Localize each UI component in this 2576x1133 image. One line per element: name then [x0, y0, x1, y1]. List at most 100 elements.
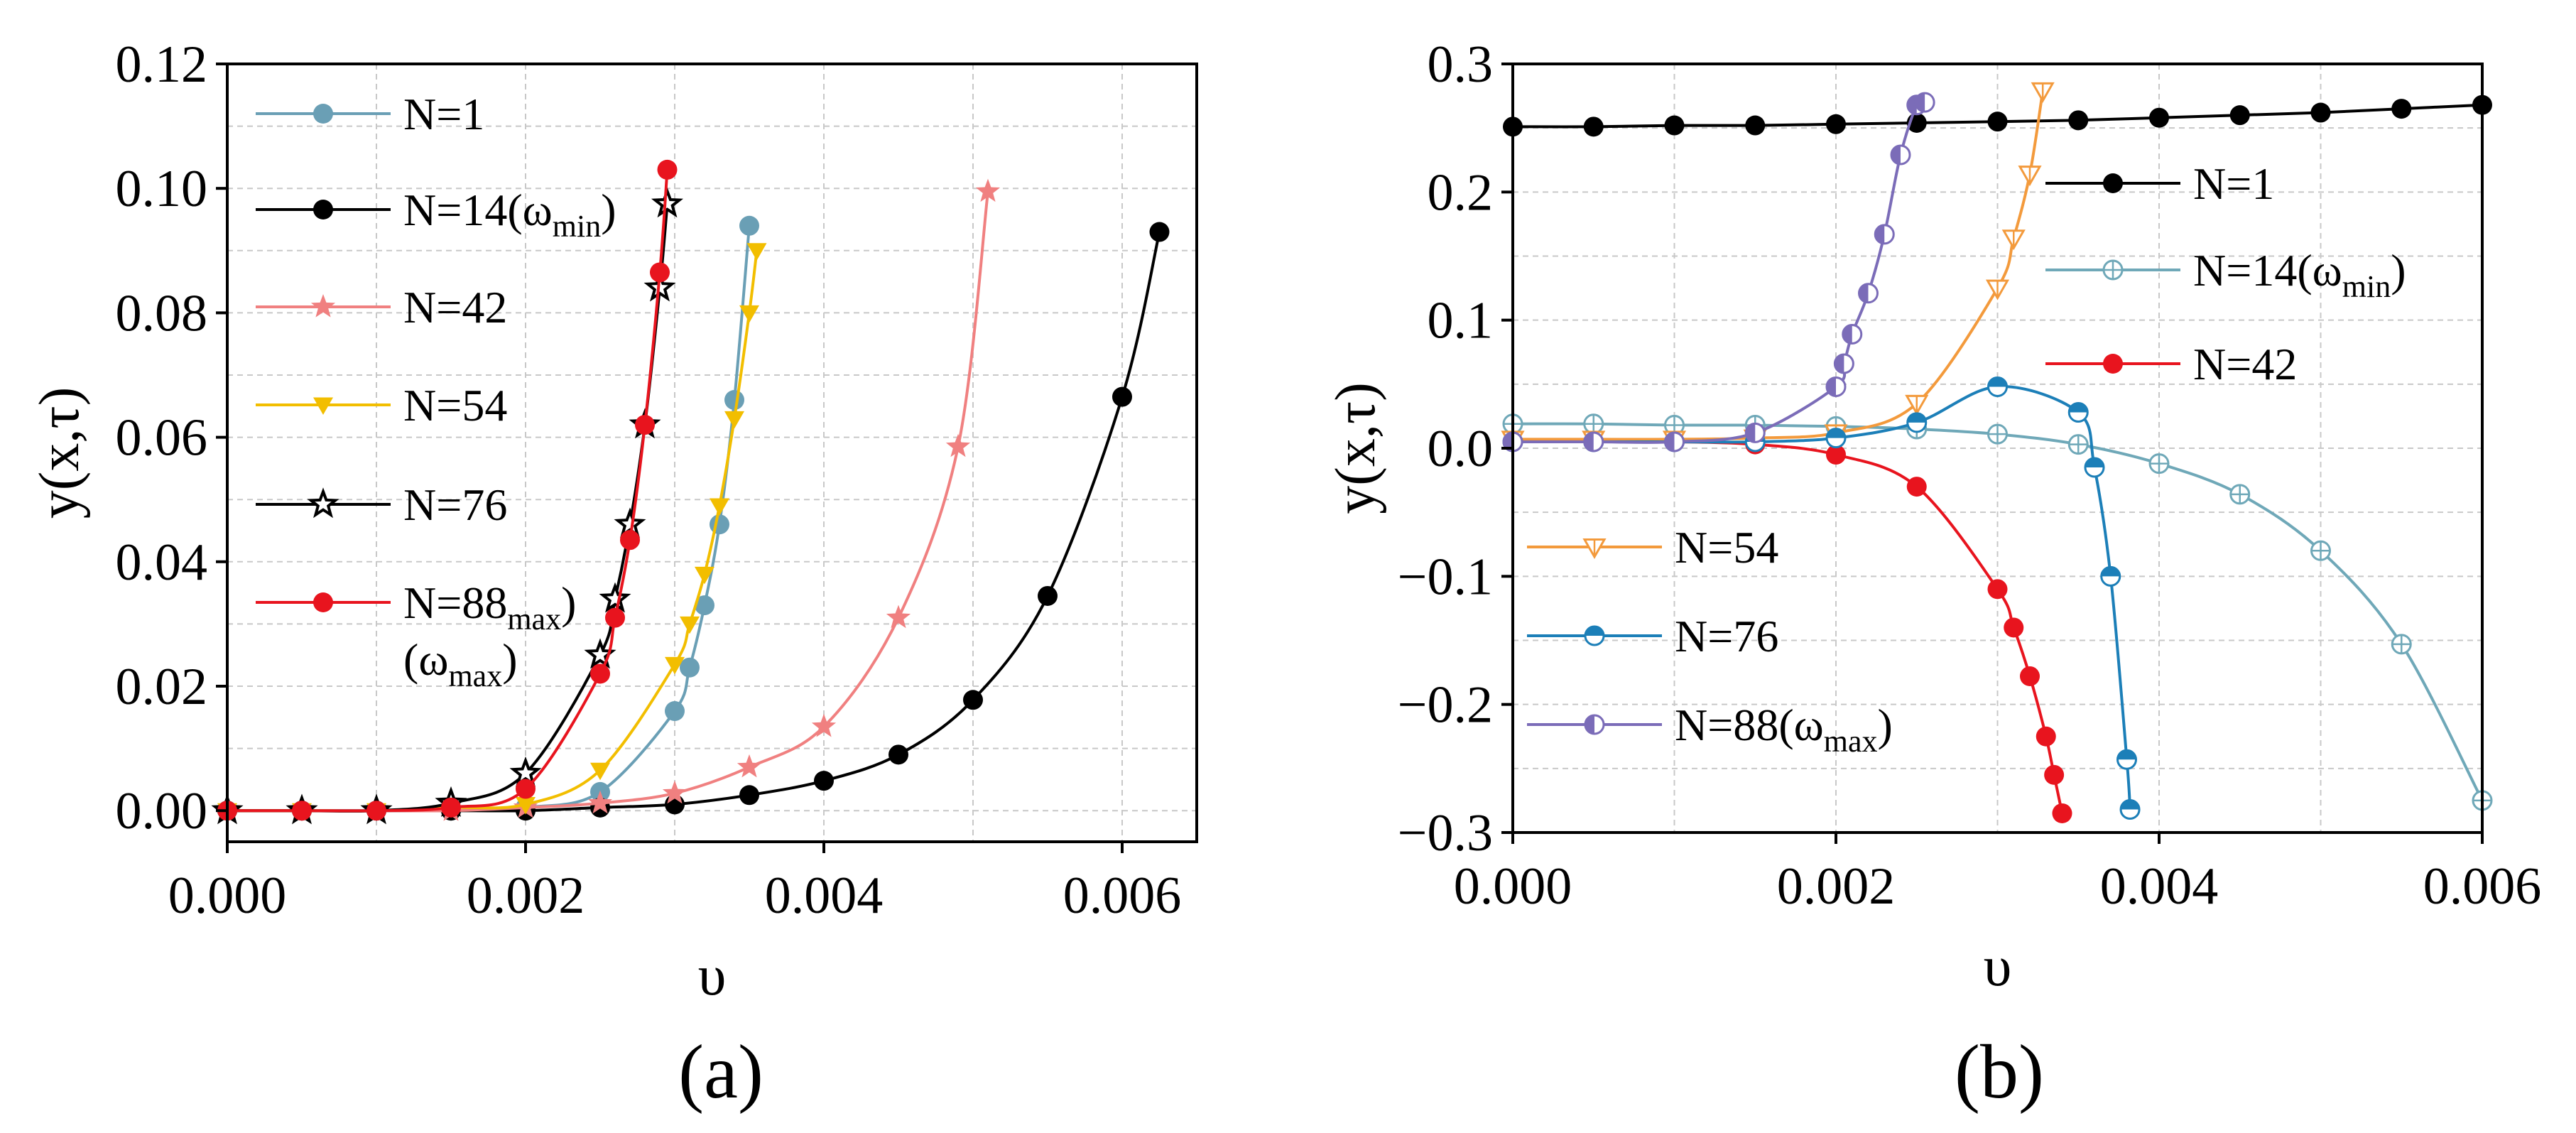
legend-label-b-0: N=1: [2193, 158, 2274, 209]
data-point-b-3-8: [2018, 166, 2042, 187]
data-point-b-2-4: [1826, 445, 1846, 465]
legend-entry-b-n-54: N=54: [1527, 522, 1778, 573]
legend-label-b-3: N=54: [1675, 522, 1778, 573]
data-point-a-5-10: [657, 159, 678, 180]
x-tick-label-b-0: 0.000: [1454, 857, 1572, 916]
x-tick-label-b-3: 0.006: [2423, 857, 2542, 916]
data-point-a-5-8: [635, 415, 655, 435]
y-tick-label-b-5: 0.2: [1428, 163, 1494, 222]
data-point-b-3-6: [1985, 279, 2010, 300]
x-tick-label-a-3: 0.006: [1063, 867, 1182, 925]
data-point-a-3-9: [710, 498, 729, 516]
data-point-a-2-9: [886, 605, 911, 629]
data-point-b-4-5: [1906, 412, 1928, 433]
y-tick-label-b-4: 0.1: [1428, 292, 1494, 350]
data-point-b-1-1: [1583, 413, 1604, 435]
x-tick-label-a-0: 0.000: [168, 867, 287, 925]
legend-label-a-0: N=1: [403, 89, 484, 139]
legend-marker-b-2: [2103, 354, 2123, 374]
legend-entry-a-n-76: N=76: [256, 479, 507, 530]
data-point-a-1-10: [963, 690, 983, 710]
y-tick-label-b-6: 0.3: [1428, 36, 1494, 94]
data-point-a-1-11: [1038, 585, 1058, 606]
y-axis-title-b: y(x,τ): [1325, 382, 1387, 514]
data-point-b-1-10: [2310, 540, 2331, 561]
data-point-b-2-11: [2052, 803, 2072, 823]
data-point-b-1-11: [2391, 634, 2412, 655]
data-point-a-0-7: [680, 657, 700, 678]
legend-label-b-1: N=14(ωmin): [2193, 245, 2406, 304]
legend-marker-b-1: [2102, 259, 2124, 281]
data-point-a-3-6: [665, 656, 685, 675]
data-point-a-5-7: [620, 530, 640, 551]
data-point-b-0-9: [2229, 105, 2250, 126]
data-point-a-3-12: [746, 243, 767, 261]
data-point-b-3-7: [2001, 229, 2026, 251]
data-point-a-5-5: [590, 663, 610, 684]
grid-b: [1513, 64, 2482, 833]
plot-area-b: [1513, 64, 2482, 833]
data-point-b-0-4: [1826, 114, 1846, 134]
legend-label-b-2: N=42: [2193, 339, 2297, 389]
data-point-b-0-1: [1583, 116, 1604, 137]
data-point-a-0-6: [665, 701, 685, 722]
series-a-n-88-max: [217, 159, 678, 821]
y-tick-label-b-2: −0.1: [1398, 548, 1493, 606]
data-point-a-3-7: [680, 616, 700, 634]
legend-entry-a-n-42: N=42: [256, 282, 507, 332]
data-point-a-3-11: [739, 305, 759, 323]
data-point-b-4-10: [2116, 749, 2137, 770]
data-point-b-0-7: [2068, 110, 2089, 131]
x-tick-label-a-2: 0.004: [765, 867, 884, 925]
legend-entry-b-n-1: N=1: [2045, 158, 2274, 209]
data-point-b-5-4: [1825, 376, 1847, 397]
legend-label-a-4: N=76: [403, 479, 507, 530]
data-point-b-0-6: [1987, 112, 2008, 132]
legend-marker-b-3: [1582, 538, 1607, 560]
data-point-b-5-5: [1833, 353, 1854, 374]
data-point-a-5-9: [650, 262, 670, 283]
data-point-b-5-2: [1664, 431, 1685, 452]
y-axis-title-a: y(x,τ): [28, 387, 91, 519]
data-point-b-5-3: [1744, 422, 1766, 443]
data-point-b-0-10: [2310, 102, 2331, 123]
legend-b: N=1 N=14(ωmin) N=42 N=54 N=76 N=88(ωmax): [1527, 158, 2406, 759]
legend-entry-b-n-14-min: N=14(ωmin): [2045, 245, 2406, 304]
data-point-b-5-9: [1890, 144, 1911, 166]
plot-area-a: [227, 64, 1197, 842]
data-point-a-0-8: [695, 595, 714, 616]
data-point-a-1-7: [739, 785, 759, 806]
data-point-b-0-11: [2391, 99, 2412, 119]
legend-entry-b-n-42: N=42: [2045, 339, 2297, 389]
data-point-b-5-7: [1858, 283, 1879, 304]
data-point-a-3-4: [516, 796, 536, 815]
caption-b: (b): [1955, 1030, 2044, 1115]
data-point-a-4-4: [509, 756, 542, 787]
data-point-a-1-12: [1112, 386, 1132, 407]
legend-entry-b-n-88-max: N=88(ωmax): [1527, 700, 1893, 759]
chart-panel-b: 0.000 0.002 0.004 0.006 −0.3 −0.2 −0.1 0.0 0.1 0.…: [1325, 36, 2541, 998]
data-point-a-5-3: [441, 797, 461, 818]
legend-marker-a-1: [313, 200, 333, 219]
data-point-b-5-6: [1842, 324, 1863, 345]
data-point-b-3-5: [1905, 394, 1929, 416]
chart-panel-a: 0.000 0.002 0.004 0.006 0.00 0.02 0.04 0.06 0.08…: [28, 36, 1198, 1007]
data-point-b-4-8: [2084, 457, 2105, 478]
data-point-b-2-9: [2036, 726, 2056, 747]
data-point-a-5-1: [292, 801, 312, 821]
data-point-b-5-1: [1583, 431, 1604, 452]
data-point-b-4-9: [2100, 565, 2121, 587]
data-point-a-4-10: [651, 187, 684, 218]
x-axis-title-b: υ: [1984, 936, 2012, 998]
y-tick-label-a-3: 0.06: [116, 409, 208, 467]
data-point-a-2-5: [587, 790, 613, 814]
y-tick-label-a-1: 0.02: [116, 658, 208, 716]
legend-marker-a-5: [313, 592, 333, 612]
data-point-b-4-6: [1987, 376, 2008, 397]
legend-marker-b-5: [1584, 714, 1605, 735]
data-point-a-2-8: [811, 713, 837, 737]
series-line-b-3: [1512, 90, 2045, 441]
x-tick-label-b-2: 0.004: [2100, 857, 2219, 916]
legend-label-a-2: N=42: [403, 282, 507, 332]
data-point-a-4-6: [599, 582, 631, 613]
